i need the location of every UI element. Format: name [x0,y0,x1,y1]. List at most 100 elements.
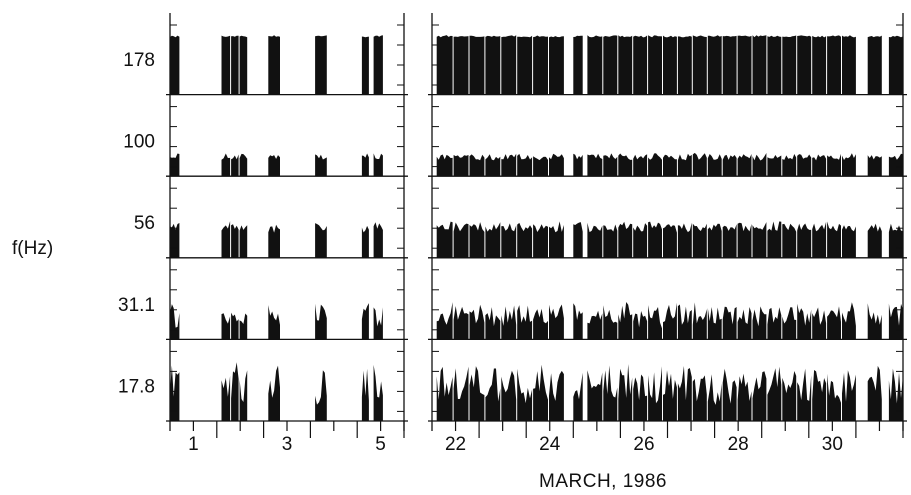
bar [373,35,383,95]
bar [239,35,248,95]
bar [170,223,180,258]
bar [170,304,180,340]
bar [707,223,722,258]
bar [603,365,618,421]
bar [767,155,782,177]
bar [827,373,841,421]
bar [812,154,827,177]
bar [782,371,797,421]
bar [239,370,248,421]
bar [722,368,737,421]
bar [707,374,722,421]
bar [501,370,517,421]
bar [797,35,812,95]
bar [170,153,180,177]
bar [469,35,485,95]
bar [737,373,752,421]
bar [517,153,533,177]
bar [867,223,882,258]
data-bars [170,35,903,421]
x-tick-label: 30 [822,434,843,455]
row-label-0: 178 [123,50,155,71]
x-tick-label: 1 [188,434,199,455]
bar [587,222,603,258]
bar [469,304,485,340]
bar [797,368,812,421]
bar [633,35,648,95]
bar [722,35,737,95]
bar [618,221,633,258]
bar [663,302,677,340]
bar [752,371,767,421]
bar [842,153,856,177]
bar [268,155,280,177]
bar [677,304,692,340]
y-axis-label: f(Hz) [12,238,53,259]
bar [752,306,767,340]
bar [633,374,648,421]
bar [677,366,692,421]
bar [453,306,469,340]
bar [436,35,453,95]
bar [373,153,383,177]
bar [436,302,453,340]
bar [485,368,501,421]
bar [827,306,841,340]
bar [618,364,633,421]
bar [361,225,369,258]
row-label-2: 56 [134,213,155,234]
bar [573,303,583,340]
bar [648,153,662,177]
bar [737,35,752,95]
bar [692,35,707,95]
bar [752,35,767,95]
bar [603,305,618,340]
bar [170,365,180,421]
bar [752,153,767,177]
bar [549,304,564,340]
bar [268,305,280,340]
bar [752,222,767,258]
bar [549,221,564,258]
bar [549,370,564,421]
bar [888,35,903,95]
x-axis-title: MARCH, 1986 [539,471,667,492]
bar [633,311,648,340]
bar [648,305,662,340]
bar [812,35,827,95]
bar [888,153,903,177]
bar [436,221,453,258]
bar [501,35,517,95]
bar [315,35,327,95]
bar [573,153,583,177]
bar [469,222,485,258]
bar [361,303,369,340]
bar [573,35,583,95]
bar [633,223,648,258]
bar [692,375,707,421]
bar [767,307,782,340]
bar [707,35,722,95]
bar [587,35,603,95]
bar [361,153,369,177]
bar [867,35,882,95]
bar [549,36,564,95]
bar [573,372,583,421]
bar [692,223,707,258]
bar [533,156,548,177]
row-label-1: 100 [123,132,155,153]
bar [268,365,280,421]
bar [782,307,797,340]
bar [221,35,231,95]
bar [767,366,782,421]
bar [663,35,677,95]
bar [231,154,239,177]
bar [501,223,517,258]
bar [485,222,501,258]
x-tick-label: 24 [539,434,561,455]
bar [663,154,677,177]
bar [453,155,469,177]
bar [722,224,737,258]
bar [239,153,248,177]
